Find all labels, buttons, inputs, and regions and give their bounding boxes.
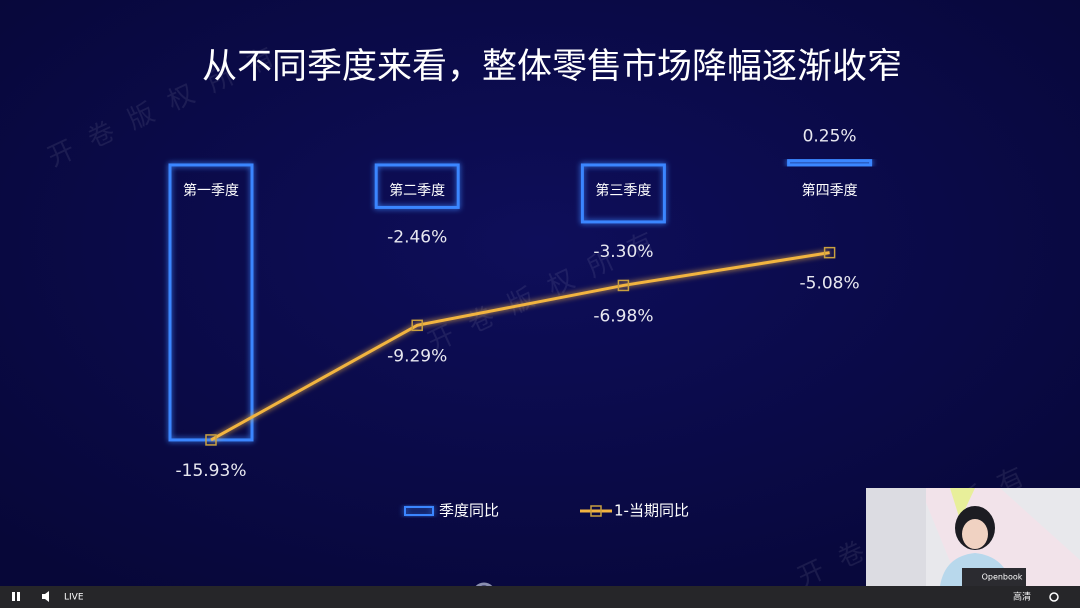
line-value-label: -6.98% — [593, 306, 653, 326]
legend-swatch-marker — [590, 505, 602, 517]
line — [210, 251, 830, 442]
bar — [374, 163, 460, 209]
volume-button[interactable] — [42, 591, 49, 602]
live-label: LIVE — [64, 593, 84, 603]
webcam: Openbook — [866, 488, 1080, 586]
player-bar: LIVE 高清 — [0, 586, 1080, 608]
bar-value-label: -2.46% — [387, 227, 447, 247]
legend-label: 季度同比 — [439, 502, 499, 520]
line-marker — [823, 246, 836, 259]
bar — [787, 159, 873, 167]
pause-button[interactable] — [12, 592, 15, 601]
category-label: 第四季度 — [802, 182, 858, 199]
legend-swatch — [404, 506, 434, 516]
line-value-label: -5.08% — [800, 274, 860, 294]
bar-value-label: 0.25% — [803, 127, 857, 147]
plot: -2.46% -3.30% 0.25% -15.93% -9.29% -6.98% -5.0… — [168, 127, 873, 520]
pause-button-bar — [17, 592, 20, 601]
fullscreen-button[interactable] — [1049, 592, 1059, 602]
line-marker — [205, 434, 217, 446]
chart-title: 从不同季度来看，整体零售市场降幅逐渐收窄 — [202, 47, 902, 87]
line-marker — [411, 319, 423, 332]
legend-label: 1-当期同比 — [614, 502, 689, 520]
line-value-label: -15.93% — [176, 461, 247, 481]
quality-button[interactable]: 高清 — [1013, 591, 1031, 603]
line-value-label: -9.29% — [387, 346, 447, 366]
line-marker — [617, 279, 630, 292]
category-label: 第三季度 — [595, 182, 651, 199]
bar — [580, 163, 666, 224]
bar-value-label: -3.30% — [593, 242, 653, 262]
category-label: 第二季度 — [389, 182, 445, 199]
laptop-label: Openbook — [982, 573, 1023, 582]
category-label: 第一季度 — [183, 182, 239, 199]
